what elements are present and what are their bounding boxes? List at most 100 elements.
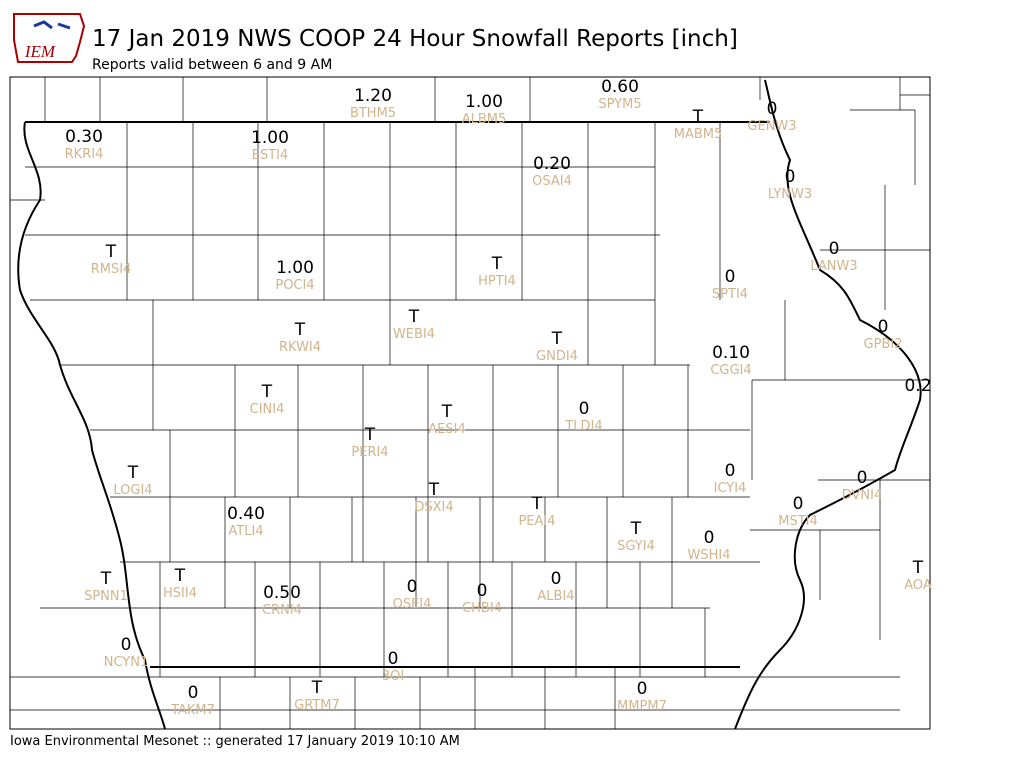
station-id: MMPM7 <box>617 699 667 714</box>
snowfall-value: 0.20 <box>533 154 571 174</box>
station-id: CINI4 <box>250 402 285 417</box>
station-id: 3OI <box>382 669 404 684</box>
snowfall-value: 1.00 <box>465 92 503 112</box>
snowfall-value: 0.40 <box>227 504 265 524</box>
snowfall-value: 0.30 <box>65 127 103 147</box>
station-id: RMSI4 <box>91 262 132 277</box>
station-id: OSEI4 <box>393 597 432 612</box>
station-id: ALBI4 <box>537 589 574 604</box>
snowfall-value: 1.20 <box>354 86 392 106</box>
station-id: SGYI4 <box>617 539 655 554</box>
snowfall-value: 0.10 <box>712 343 750 363</box>
snowfall-value: 0 <box>704 528 715 548</box>
station-id: DVNI4 <box>842 488 883 503</box>
station-id: MABM5 <box>674 127 723 142</box>
station-id: TAKM7 <box>170 703 215 718</box>
station-id: HSII4 <box>163 586 197 601</box>
station-id: CHBI4 <box>462 601 502 616</box>
logo-text: IEM <box>24 42 56 61</box>
snowfall-value: T <box>912 558 924 578</box>
station-id: NCYN1 <box>104 655 149 670</box>
station-id: PERI4 <box>351 445 388 460</box>
snowfall-value: 0 <box>725 461 736 481</box>
station-id: DSXI4 <box>414 500 453 515</box>
station-id: PEAI4 <box>518 514 555 529</box>
snowfall-value: T <box>105 242 117 262</box>
footer: Iowa Environmental Mesonet :: generated … <box>10 734 460 749</box>
snowfall-value: T <box>441 402 453 422</box>
station-id: SPTI4 <box>712 287 748 302</box>
snowfall-value: T <box>551 329 563 349</box>
map <box>10 77 930 729</box>
county-lines <box>10 77 930 729</box>
station-id: SPNN1 <box>84 589 128 604</box>
snowfall-value: 0.50 <box>263 583 301 603</box>
snowfall-value: T <box>692 107 704 127</box>
snowfall-value: T <box>428 480 440 500</box>
station-id: MSTI4 <box>778 514 818 529</box>
snowfall-value: T <box>630 519 642 539</box>
station-id: ICYI4 <box>714 481 747 496</box>
snowfall-value: 0.60 <box>601 77 639 97</box>
station-id: BTHM5 <box>350 106 396 121</box>
station-id: WEBI4 <box>393 327 435 342</box>
snowfall-value: 0 <box>477 581 488 601</box>
snowfall-value: T <box>311 678 323 698</box>
station-id: HPTI4 <box>478 274 516 289</box>
station-id: GNDI4 <box>536 349 578 364</box>
station-id: OSAI4 <box>532 174 572 189</box>
snowfall-value: 1.00 <box>251 128 289 148</box>
station-id: SPYM5 <box>598 97 641 112</box>
station-id: LANW3 <box>810 259 857 274</box>
snowfall-value: 1.00 <box>276 258 314 278</box>
station-id: TLDI4 <box>564 419 602 434</box>
snowfall-value: T <box>294 320 306 340</box>
snowfall-value: 0 <box>407 577 418 597</box>
snowfall-value: 0 <box>551 569 562 589</box>
station-id: GPBI2 <box>864 337 903 352</box>
reports: 1.20BTHM51.00ALBM50.60SPYM5TMABM50GENW30… <box>65 77 932 718</box>
snowfall-value: 0 <box>829 239 840 259</box>
station-id: AESI4 <box>428 422 465 437</box>
station-id: WSHI4 <box>688 548 731 563</box>
station-id: ATLI4 <box>228 524 263 539</box>
station-id: GRTM7 <box>294 698 340 713</box>
logo: IEM <box>13 13 86 63</box>
subtitle: Reports valid between 6 and 9 AM <box>92 57 332 73</box>
snowfall-value: 0 <box>767 99 778 119</box>
title: 17 Jan 2019 NWS COOP 24 Hour Snowfall Re… <box>92 26 738 52</box>
station-id: ALBM5 <box>462 112 507 127</box>
snowfall-value: T <box>127 463 139 483</box>
station-id: LYNW3 <box>768 187 812 202</box>
snowfall-value: T <box>174 566 186 586</box>
station-id: GENW3 <box>747 119 796 134</box>
snowfall-value: T <box>491 254 503 274</box>
snowfall-value: T <box>261 382 273 402</box>
station-id: POCI4 <box>275 278 314 293</box>
station-id: LOGI4 <box>113 483 152 498</box>
snowfall-value: 0 <box>579 399 590 419</box>
map-background <box>10 77 930 729</box>
snowfall-value: 0 <box>188 683 199 703</box>
snowfall-value: 0 <box>793 494 804 514</box>
station-id: RKRI4 <box>65 147 104 162</box>
snowfall-value: 0 <box>388 649 399 669</box>
snowfall-value: T <box>531 494 543 514</box>
snowfall-value: 0.2 <box>904 376 931 396</box>
snowfall-value: T <box>364 425 376 445</box>
station-id: ESTI4 <box>252 148 289 163</box>
snowfall-value: 0 <box>785 167 796 187</box>
station-id: CRNI4 <box>262 603 302 618</box>
station-id: AOA <box>904 578 932 593</box>
snowfall-value: T <box>100 569 112 589</box>
station-id: RKWI4 <box>279 340 321 355</box>
snowfall-value: 0 <box>121 635 132 655</box>
snowfall-value: 0 <box>857 468 868 488</box>
state-border <box>17 79 922 729</box>
snowfall-value: T <box>408 307 420 327</box>
snowfall-value: 0 <box>878 317 889 337</box>
snowfall-value: 0 <box>725 267 736 287</box>
logo-mark <box>33 20 71 30</box>
station-id: CGGI4 <box>710 363 751 378</box>
